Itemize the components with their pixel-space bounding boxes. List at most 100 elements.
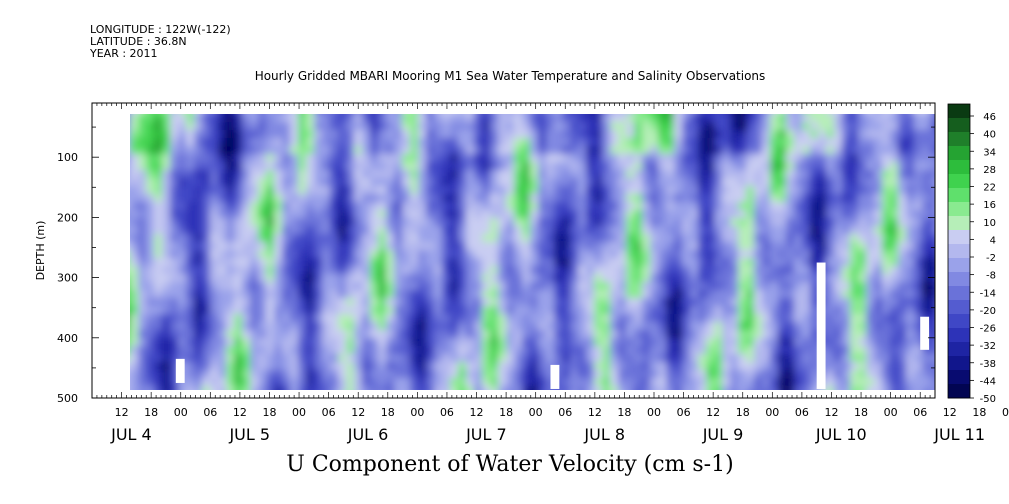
heatmap-cell — [930, 242, 935, 251]
heatmap-cell — [266, 202, 275, 211]
heatmap-cell — [338, 218, 347, 227]
heatmap-cell — [258, 154, 267, 163]
heatmap-cell — [554, 202, 563, 211]
y-tick-label: 400 — [57, 332, 78, 345]
heatmap-cell — [554, 258, 563, 267]
heatmap-cell — [746, 170, 755, 179]
heatmap-cell — [490, 122, 499, 131]
heatmap-cell — [434, 386, 443, 390]
colorbar-tick-label: -38 — [980, 359, 996, 370]
colorbar-tick-label: 16 — [983, 200, 996, 211]
heatmap-cell — [522, 170, 531, 179]
heatmap-cell — [290, 298, 299, 307]
heatmap-cell — [162, 186, 171, 195]
heatmap-cell — [754, 162, 763, 171]
heatmap-cell — [386, 370, 395, 379]
heatmap-cell — [538, 202, 547, 211]
heatmap-cell — [626, 210, 635, 219]
heatmap-cell — [186, 210, 195, 219]
heatmap-cell — [234, 210, 243, 219]
heatmap-cell — [602, 370, 611, 379]
heatmap-cell — [186, 178, 195, 187]
heatmap-cell — [650, 314, 659, 323]
heatmap-cell — [202, 266, 211, 275]
heatmap-cell — [594, 170, 603, 179]
heatmap-cell — [258, 234, 267, 243]
heatmap-cell — [906, 114, 915, 115]
heatmap-cell — [914, 258, 923, 267]
heatmap-cell — [370, 290, 379, 299]
heatmap-cell — [746, 250, 755, 259]
heatmap-cell — [810, 114, 819, 123]
heatmap-cell — [698, 330, 707, 339]
heatmap-cell — [586, 274, 595, 283]
heatmap-cell — [906, 322, 915, 331]
heatmap-cell — [666, 242, 675, 251]
heatmap-cell — [706, 266, 715, 275]
heatmap-cell — [498, 170, 507, 179]
heatmap-cell — [250, 154, 259, 163]
heatmap-cell — [202, 338, 211, 347]
heatmap-cell — [458, 226, 467, 235]
heatmap-cell — [778, 298, 787, 307]
heatmap-cell — [138, 202, 147, 211]
heatmap-cell — [610, 114, 619, 123]
heatmap-cell — [266, 122, 275, 131]
heatmap-cell — [850, 258, 859, 267]
heatmap-cell — [234, 282, 243, 291]
heatmap-cell — [218, 346, 227, 355]
heatmap-cell — [794, 226, 803, 235]
heatmap-cell — [930, 362, 935, 371]
heatmap-cell — [626, 314, 635, 323]
heatmap-cell — [682, 258, 691, 267]
heatmap-cell — [730, 322, 739, 331]
heatmap-cell — [666, 266, 675, 275]
heatmap-cell — [538, 242, 547, 251]
heatmap-cell — [162, 290, 171, 299]
heatmap-cell — [770, 298, 779, 307]
heatmap-cell — [482, 130, 491, 139]
heatmap-cell — [722, 274, 731, 283]
heatmap-cell — [818, 242, 827, 251]
heatmap-cell — [666, 226, 675, 235]
heatmap-cell — [834, 274, 843, 283]
heatmap-cell — [186, 242, 195, 251]
heatmap-cell — [802, 290, 811, 299]
heatmap-cell — [266, 362, 275, 371]
heatmap-cell — [290, 210, 299, 219]
heatmap-cell — [834, 170, 843, 179]
heatmap-cell — [450, 354, 459, 363]
heatmap-cell — [658, 186, 667, 195]
heatmap-cell — [386, 194, 395, 203]
heatmap-cell — [642, 274, 651, 283]
heatmap-cell — [330, 186, 339, 195]
heatmap-cell — [730, 218, 739, 227]
heatmap-cell — [346, 362, 355, 371]
heatmap-cell — [850, 330, 859, 339]
heatmap-cell — [570, 258, 579, 267]
heatmap-cell — [938, 162, 947, 171]
heatmap-cell — [922, 234, 931, 243]
heatmap-cell — [386, 210, 395, 219]
heatmap-cell — [618, 306, 627, 315]
heatmap-cell — [458, 282, 467, 291]
heatmap-cell — [322, 194, 331, 203]
heatmap-cell — [522, 322, 531, 331]
heatmap-cell — [298, 354, 307, 363]
heatmap-cell — [578, 274, 587, 283]
heatmap-cell — [386, 322, 395, 331]
heatmap-cell — [474, 194, 483, 203]
heatmap-cell — [354, 154, 363, 163]
heatmap-cell — [826, 210, 835, 219]
heatmap-cell — [762, 218, 771, 227]
heatmap-cell — [666, 354, 675, 363]
heatmap-cell — [794, 186, 803, 195]
heatmap-cell — [354, 362, 363, 371]
heatmap-cell — [226, 114, 235, 123]
heatmap-cell — [370, 258, 379, 267]
heatmap-cell — [234, 306, 243, 315]
heatmap-cell — [290, 346, 299, 355]
heatmap-cell — [482, 218, 491, 227]
heatmap-cell — [722, 386, 731, 390]
heatmap-cell — [138, 306, 147, 315]
